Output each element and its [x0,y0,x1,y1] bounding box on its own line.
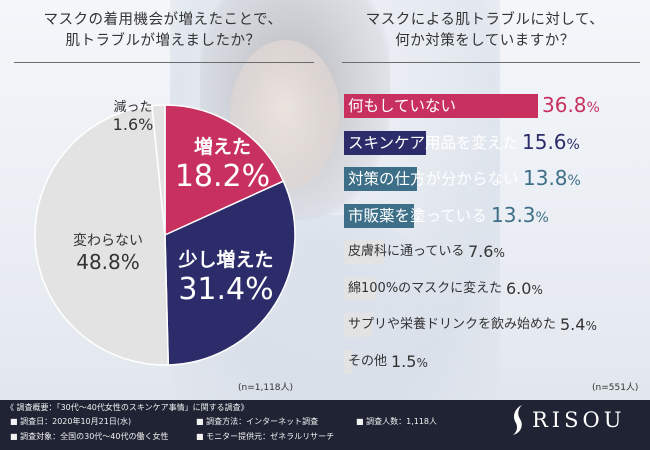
left-title-divider [14,62,314,63]
left-title-line-2: 肌トラブルが増えましたか？ [65,33,261,49]
pie-label-hetta-name: 減った [113,100,153,115]
pie-label-sukoshi-value: 31.4% [178,272,274,307]
bar-value-label: 13.3% [491,202,549,227]
bar-value-label: 36.8% [542,93,600,117]
pie-label-hetta-value: 1.6% [112,115,154,134]
bar-category-label: スキンケア用品を変えた [348,133,519,152]
pie-label-sukoshi: 少し増えた 31.4% [166,245,286,307]
survey-footer: 《 調査概要：「30代〜40代女性のスキンケア事情」に関する調査》 ■ 調査日：… [0,400,650,450]
bar-category-label: 何もしていない [348,97,457,115]
right-chart-title: マスクによる肌トラブルに対して、 何か対策をしていますか？ [330,10,640,52]
pie-label-fueta-value: 18.2% [174,159,271,194]
bar [344,240,385,264]
pie-slice-hetta [151,104,166,236]
pie-label-fueta-name: 増えた [193,136,251,158]
footer-target: ■ 調査対象：全国の30代〜40代の働く女性 [10,432,169,441]
bar-category-label: サプリや栄養ドリンクを飲み始めた [348,317,557,332]
bar-value-label: 7.6% [468,242,505,261]
risou-logo: RISOU [532,408,626,432]
bar [344,167,417,191]
bar [344,276,376,301]
bar-value-label: 5.4% [560,315,597,334]
bar-category-label: 皮膚科に通っている [348,244,465,259]
pie-label-kawaranai: 変わらない 48.8% [58,230,158,274]
bar-value-label: 13.8% [523,166,581,190]
bar [344,349,352,374]
footer-summary: 《 調査概要：「30代〜40代女性のスキンケア事情」に関する調査》 [6,403,249,412]
footer-count: ■ 調査人数：1,118人 [356,417,438,426]
footer-method: ■ 調査方法：インターネット調査 [196,417,319,426]
right-title-divider [342,62,640,63]
pie-label-fueta: 増えた 18.2% [170,132,275,194]
pie-slice-kawaranai [34,104,170,366]
pie-label-hetta: 減った 1.6% [108,96,158,134]
bar-value-label: 6.0% [506,278,543,298]
bar [344,203,415,228]
left-title-line-1: マスクの着用機会が増えたことで、 [43,12,283,28]
bar-category-label: その他 [348,353,388,369]
pie-label-kawaranai-value: 48.8% [76,250,140,274]
bar-value-label: 1.5% [391,351,428,371]
risou-logo-icon [513,405,522,435]
right-sample-size: (n=551人) [592,383,639,393]
pie-slice-sukoshi [164,180,296,366]
bar-category-label: 対策の仕方が分からない [348,170,519,188]
bar-category-label: 市販薬を塗っている [348,206,487,225]
pie-chart [34,104,296,366]
pie-label-kawaranai-name: 変わらない [73,233,143,249]
bar [344,313,373,337]
right-title-line-2: 何か対策をしていますか？ [395,33,575,49]
bar [344,94,538,118]
bar-value-label: 15.6% [522,129,580,154]
pie-slice-fueta [164,104,285,237]
bar [344,130,427,155]
right-title-line-1: マスクによる肌トラブルに対して、 [365,12,605,28]
bar-category-label: 綿100%のマスクに変えた [348,280,503,296]
pie-label-sukoshi-name: 少し増えた [178,249,274,271]
footer-date: ■ 調査日：2020年10月21日(水) [10,417,132,426]
left-sample-size: (n=1,118人) [238,383,294,393]
left-chart-title: マスクの着用機会が増えたことで、 肌トラブルが増えましたか？ [0,10,326,52]
footer-provider: ■ モニター提供元：ゼネラルリサーチ [196,432,335,441]
